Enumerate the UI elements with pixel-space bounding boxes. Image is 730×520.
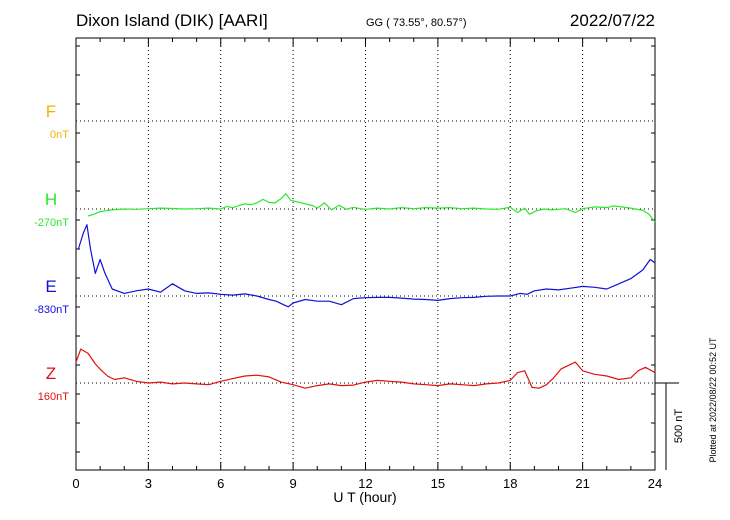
date-label: 2022/07/22 — [570, 11, 655, 30]
data-series — [75, 193, 656, 389]
component-labels: F 0nT H -270nT E -830nT Z 160nT — [34, 102, 69, 403]
component-baseline-f: 0nT — [50, 129, 69, 141]
scale-bar: 500 nT — [655, 382, 685, 470]
scale-bar-label: 500 nT — [673, 409, 685, 444]
x-tick-label: 15 — [431, 476, 445, 491]
component-label-f: F — [46, 102, 56, 121]
plotted-note: Plotted at 2022/08/22 00:52 UT — [708, 337, 718, 463]
component-baseline-e: -830nT — [34, 304, 69, 316]
x-tick-label: 12 — [358, 476, 372, 491]
component-baseline-h: -270nT — [34, 217, 69, 229]
series-line-z — [75, 348, 656, 389]
x-tick-label: 9 — [290, 476, 297, 491]
x-tick-label: 24 — [648, 476, 662, 491]
component-label-e: E — [45, 277, 56, 296]
x-axis-label: U T (hour) — [333, 489, 396, 505]
series-line-h — [87, 193, 656, 223]
component-baseline-z: 160nT — [38, 391, 69, 403]
component-label-z: Z — [46, 364, 56, 383]
x-tick-label: 21 — [575, 476, 589, 491]
station-title: Dixon Island (DIK) [AARI] — [76, 11, 268, 30]
component-label-h: H — [45, 190, 57, 209]
x-tick-label: 3 — [145, 476, 152, 491]
axis-ticks — [75, 38, 656, 470]
x-tick-label: 18 — [503, 476, 517, 491]
series-line-e — [77, 224, 656, 308]
coordinates-label: GG ( 73.55°, 80.57°) — [366, 17, 467, 29]
x-tick-label: 0 — [72, 476, 79, 491]
x-tick-labels: 0 3 6 9 12 15 18 21 24 — [72, 476, 662, 491]
grid-lines — [76, 38, 655, 470]
x-tick-label: 6 — [217, 476, 224, 491]
